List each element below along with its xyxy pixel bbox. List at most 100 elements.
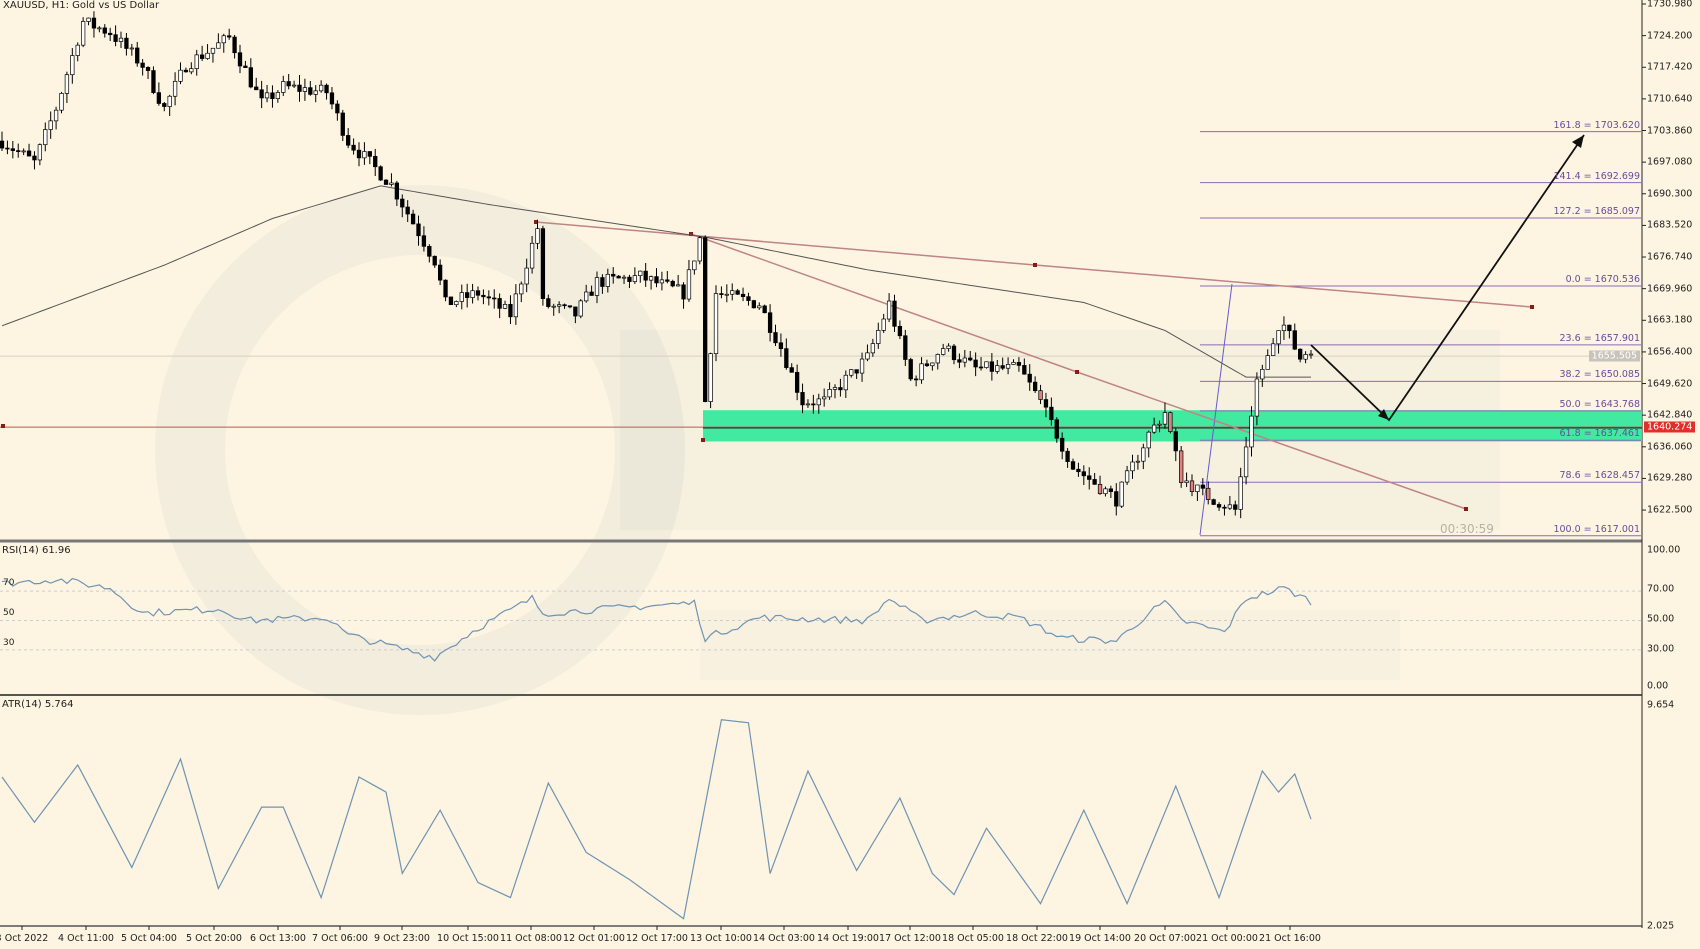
bear-candle xyxy=(416,223,421,237)
bear-candle xyxy=(394,182,400,200)
bear-candle xyxy=(1000,365,1005,369)
bull-candle xyxy=(1243,446,1249,478)
bear-candle xyxy=(410,213,416,225)
bull-candle xyxy=(605,273,610,287)
bull-candle xyxy=(648,276,654,281)
bull-candle xyxy=(594,277,600,296)
bull-candle xyxy=(275,92,281,99)
bear-candle xyxy=(432,255,437,266)
bull-candle xyxy=(1303,354,1308,360)
bear-candle xyxy=(383,179,389,185)
bull-candle xyxy=(935,354,940,364)
bull-candle xyxy=(524,267,529,285)
bear-candle xyxy=(616,275,621,279)
bear-candle xyxy=(1038,390,1043,400)
bull-candle xyxy=(578,300,583,317)
time-axis-label: 12 Oct 17:00 xyxy=(626,933,688,944)
bull-candle xyxy=(194,54,199,69)
bear-candle xyxy=(1114,491,1119,507)
price-axis-label: 1663.180 xyxy=(1647,314,1693,326)
bear-candle xyxy=(1168,412,1173,432)
bull-candle xyxy=(64,74,70,94)
price-axis-label: 1676.740 xyxy=(1647,251,1693,263)
bull-candle xyxy=(1162,412,1168,425)
time-axis-label: 18 Oct 22:00 xyxy=(1006,933,1068,944)
bear-candle xyxy=(1233,504,1238,510)
bear-candle xyxy=(1211,499,1216,505)
bull-candle xyxy=(1238,476,1243,510)
anchor-point xyxy=(1033,263,1037,267)
bear-candle xyxy=(897,325,903,337)
time-axis-label: 7 Oct 06:00 xyxy=(312,933,368,944)
bear-candle xyxy=(346,135,351,146)
anchor-point xyxy=(1,424,5,428)
bull-candle xyxy=(1157,423,1162,426)
time-axis-label: 14 Oct 19:00 xyxy=(817,933,879,944)
bull-candle xyxy=(210,47,216,54)
bear-candle xyxy=(1092,479,1097,485)
bull-candle xyxy=(1005,363,1011,369)
rsi-level-30: 30 xyxy=(3,638,15,648)
bear-candle xyxy=(199,54,205,59)
rsi-title: RSI(14) 61.96 xyxy=(2,545,71,556)
price-axis-label: 1629.280 xyxy=(1647,472,1693,484)
bear-candle xyxy=(789,367,794,373)
bull-candle xyxy=(318,84,324,92)
price-axis-label: 1669.960 xyxy=(1647,283,1693,295)
bull-candle xyxy=(86,17,91,22)
bear-candle xyxy=(324,84,329,94)
bull-candle xyxy=(129,47,134,50)
bull-candle xyxy=(757,305,762,309)
time-axis-label: 4 Oct 11:00 xyxy=(58,933,114,944)
bear-candle xyxy=(259,89,264,99)
bull-candle xyxy=(659,279,665,284)
bear-candle xyxy=(746,296,751,301)
bull-candle xyxy=(919,363,924,381)
bull-candle xyxy=(827,389,832,398)
bull-candle xyxy=(1103,488,1108,495)
rsi-level-70: 70 xyxy=(3,578,15,588)
atr-axis-label: 2.025 xyxy=(1647,920,1675,932)
bear-candle xyxy=(989,361,995,372)
price-axis-label: 1710.640 xyxy=(1647,93,1693,105)
bear-candle xyxy=(968,357,973,361)
anchor-point xyxy=(1530,305,1534,309)
bear-candle xyxy=(486,296,491,299)
time-axis-label: 9 Oct 23:00 xyxy=(374,933,430,944)
bull-candle xyxy=(389,182,394,185)
bear-candle xyxy=(367,151,372,157)
rsi-axis-label: 50.00 xyxy=(1647,613,1675,625)
anchor-point xyxy=(1464,507,1468,511)
bull-candle xyxy=(529,242,535,269)
bull-candle xyxy=(519,283,524,295)
bull-candle xyxy=(805,403,811,406)
bear-candle xyxy=(643,270,648,281)
bull-candle xyxy=(70,55,75,76)
bear-candle xyxy=(308,87,313,95)
bear-candle xyxy=(1189,480,1195,492)
fib-vector xyxy=(1199,283,1233,536)
bull-candle xyxy=(281,81,286,93)
bull-candle xyxy=(556,304,562,307)
bull-candle xyxy=(502,304,508,309)
bull-candle xyxy=(216,42,221,49)
bull-candle xyxy=(167,95,172,107)
bear-candle xyxy=(297,84,302,92)
bear-candle xyxy=(1216,504,1222,508)
atr-line xyxy=(1,719,1312,920)
bear-candle xyxy=(508,304,513,318)
bear-candle xyxy=(5,147,10,150)
time-axis-label: 17 Oct 12:00 xyxy=(879,933,941,944)
bull-candle xyxy=(551,305,556,308)
bear-candle xyxy=(270,92,275,99)
bull-candle xyxy=(1124,470,1130,483)
bull-candle xyxy=(995,365,1000,372)
ask-price-tag: 1655.505 xyxy=(1588,350,1640,362)
bear-candle xyxy=(108,32,113,36)
bear-candle xyxy=(703,237,708,402)
bear-candle xyxy=(751,300,757,309)
bear-candle xyxy=(735,290,740,295)
bull-candle xyxy=(362,151,367,159)
bear-candle xyxy=(924,363,930,367)
